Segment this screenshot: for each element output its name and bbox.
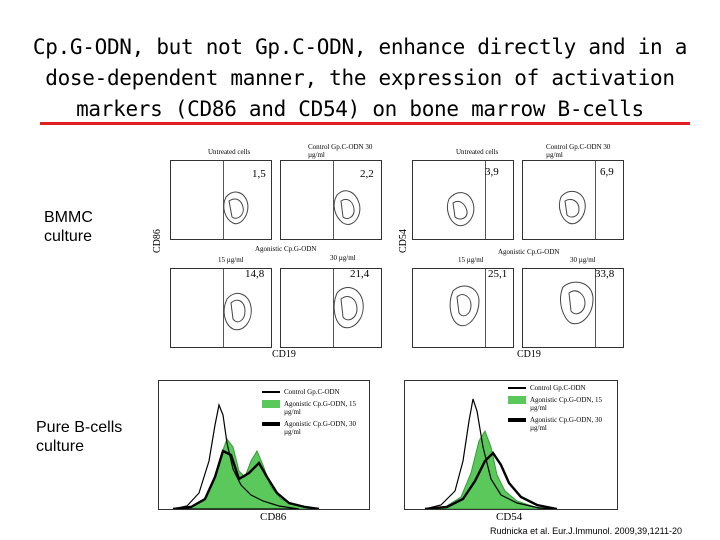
- histogram-legend-left: Control Gp.C-ODN Agonistic Cp.G-ODN, 15 …: [262, 388, 372, 440]
- dotplot-right-control: [522, 160, 624, 240]
- legend-swatch-30: [262, 422, 280, 426]
- legend-item-15-right: Agonistic Cp.G-ODN, 15 µg/ml: [508, 396, 618, 412]
- left-control-title: Control Gp.C-ODN 30 µg/ml: [308, 143, 373, 159]
- histogram-cd86-high-dose: [172, 449, 320, 511]
- right-dose-15: 15 µg/ml: [458, 256, 484, 264]
- slide-title: Cp.G-ODN, but not Gp.C-ODN, enhance dire…: [32, 35, 688, 121]
- legend-swatch-control: [262, 391, 280, 393]
- right-control-title: Control Gp.C-ODN 30 µg/ml: [546, 143, 611, 159]
- dotplot-left-control: [280, 160, 382, 240]
- left-dose-15: 15 µg/ml: [218, 256, 244, 264]
- left-untreated-title: Untreated cells: [208, 148, 251, 156]
- left-value-1: 1,5: [252, 168, 266, 180]
- pure-b-cells-label: Pure B-cells culture: [36, 419, 123, 455]
- histogram-cd86: [158, 380, 370, 511]
- histogram-cd54-high-dose: [424, 451, 558, 511]
- legend-item-30-right: Agonistic Cp.G-ODN, 30 µg/ml: [508, 416, 618, 432]
- cd54-x-label: CD54: [496, 511, 523, 523]
- left-value-3: 14,8: [245, 268, 265, 280]
- right-value-2: 6,9: [600, 166, 614, 178]
- legend-item-15: Agonistic Cp.G-ODN, 15 µg/ml: [262, 400, 372, 416]
- dotplot-right-15: [412, 268, 514, 348]
- citation: Rudnicka et al. Eur.J.Immunol. 2009,39,1…: [490, 526, 682, 536]
- cd86-x-label: CD86: [260, 511, 287, 523]
- dotplot-right-30: [522, 268, 624, 348]
- legend-swatch-control-right: [508, 387, 526, 389]
- legend-item-control-right: Control Gp.C-ODN: [508, 384, 618, 392]
- histogram-cd54-control: [424, 398, 556, 510]
- right-agonistic-title: Agonistic Cp.G-ODN: [498, 248, 560, 256]
- legend-item-30: Agonistic Cp.G-ODN, 30 µg/ml: [262, 420, 372, 436]
- dotplot-left-untreated: [170, 160, 272, 240]
- histogram-cd54-low-dose: [424, 429, 556, 510]
- right-value-3: 25,1: [488, 268, 508, 280]
- left-value-2: 2,2: [360, 168, 374, 180]
- right-dose-30: 30 µg/ml: [570, 256, 596, 264]
- right-cd19-label: CD19: [517, 349, 541, 360]
- dotplot-left-15: [170, 268, 272, 348]
- left-cd19-label: CD19: [272, 349, 296, 360]
- dotplot-right-untreated: [412, 160, 514, 240]
- legend-item-control: Control Gp.C-ODN: [262, 388, 372, 396]
- histogram-legend-right: Control Gp.C-ODN Agonistic Cp.G-ODN, 15 …: [508, 384, 618, 436]
- title-underline: [40, 122, 690, 125]
- right-value-1: 3,9: [485, 166, 499, 178]
- right-value-4: 33,8: [595, 268, 615, 280]
- legend-swatch-15-right: [508, 396, 526, 404]
- legend-swatch-30-right: [508, 418, 526, 422]
- left-value-4: 21,4: [350, 268, 370, 280]
- legend-swatch-15: [262, 400, 280, 408]
- right-untreated-title: Untreated cells: [456, 148, 499, 156]
- cd86-y-label: CD86: [152, 229, 163, 253]
- left-dose-30: 30 µg/ml: [330, 254, 356, 262]
- cd54-y-label: CD54: [398, 229, 409, 253]
- bmmc-culture-label: BMMC culture: [44, 209, 93, 245]
- dotplot-left-30: [280, 268, 382, 348]
- left-agonistic-title: Agonistic Cp.G-ODN: [255, 245, 317, 253]
- histogram-cd86-control: [172, 402, 300, 510]
